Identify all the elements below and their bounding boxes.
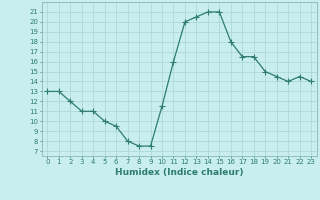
X-axis label: Humidex (Indice chaleur): Humidex (Indice chaleur) xyxy=(115,168,244,177)
